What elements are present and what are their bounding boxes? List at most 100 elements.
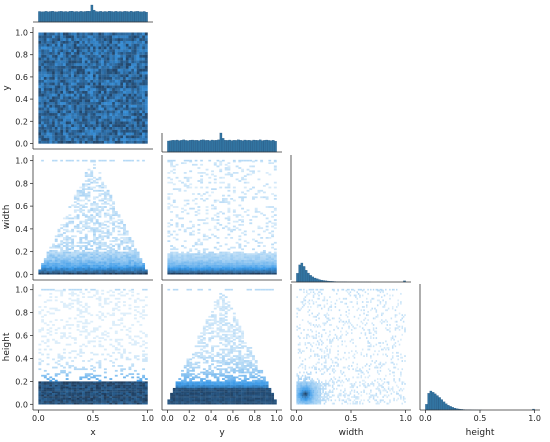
heat-cell (93, 196, 96, 199)
heat-cell (112, 159, 115, 162)
heat-cell (208, 266, 212, 269)
heat-cell (87, 140, 91, 144)
heat-cell (73, 68, 77, 72)
hist-bar-y (195, 140, 199, 153)
heat-cell (46, 124, 50, 128)
heat-cell (73, 225, 77, 228)
heat-cell (172, 165, 176, 168)
heat-cell (103, 112, 107, 116)
heat-cell (98, 46, 102, 50)
heat-cell (131, 76, 135, 80)
heat-cell (79, 383, 83, 385)
heat-cell (98, 199, 102, 202)
heat-cell (175, 259, 179, 262)
heat-cell (139, 401, 143, 403)
heat-cell (114, 85, 118, 89)
heat-cell (142, 271, 146, 273)
heat-cell (183, 381, 187, 384)
heat-cell (139, 271, 143, 273)
heat-cell (117, 253, 121, 256)
heat-cell (103, 214, 107, 217)
heat-cell (46, 263, 50, 265)
heat-cell (62, 392, 66, 395)
heat-cell (131, 397, 135, 400)
heat-cell (68, 135, 72, 139)
heat-cell (65, 240, 69, 243)
heat-cell (178, 401, 182, 403)
heat-cell (139, 264, 143, 267)
heat-cell (38, 402, 42, 405)
heat-cell (252, 263, 255, 265)
heat-cell (103, 241, 107, 244)
heat-cell (109, 327, 113, 330)
heat-cell (68, 394, 72, 397)
heat-cell (170, 402, 174, 405)
heat-cell (90, 288, 93, 291)
heat-cell (43, 49, 47, 53)
heat-cell (144, 126, 148, 130)
heat-cell (186, 253, 190, 256)
heat-cell (114, 288, 118, 291)
heat-cell (38, 93, 42, 97)
heat-cell (84, 180, 88, 182)
heat-cell (120, 99, 124, 103)
heat-cell (95, 266, 99, 269)
heat-cell (222, 181, 225, 184)
heat-cell (120, 338, 124, 341)
heat-cell (205, 259, 209, 262)
heat-cell (43, 374, 47, 377)
heat-cell (87, 93, 91, 97)
heat-cell (112, 202, 115, 205)
heat-cell (71, 217, 75, 220)
heat-cell (123, 65, 126, 69)
heat-cell (232, 246, 236, 249)
heat-cell (71, 121, 75, 125)
heat-cell (191, 271, 195, 273)
heat-cell (172, 267, 176, 270)
heat-cell (65, 387, 69, 390)
heat-cell (57, 259, 61, 262)
heat-cell (227, 167, 231, 169)
heat-cell (90, 383, 94, 385)
heat-cell (128, 246, 132, 249)
heat-cell (103, 256, 107, 259)
heat-cell (235, 172, 239, 174)
heat-cell (46, 401, 50, 403)
heat-cell (208, 254, 212, 257)
heat-cell (90, 188, 94, 191)
heat-cell (114, 35, 118, 39)
heat-cell (273, 186, 277, 189)
heat-cell (175, 224, 179, 226)
heat-cell (62, 245, 66, 247)
heat-cell (60, 104, 64, 108)
heat-cell (205, 261, 209, 264)
heat-cell (262, 191, 266, 194)
heat-cell (82, 376, 85, 379)
heat-cell (109, 207, 113, 210)
heat-cell (87, 57, 91, 61)
hist-bar-x (53, 11, 56, 23)
heat-cell (144, 401, 148, 403)
heat-cell (117, 118, 121, 122)
heat-cell (112, 392, 115, 395)
heat-cell (71, 391, 75, 394)
heat-cell (114, 402, 118, 405)
heat-cell (73, 201, 77, 204)
heat-cell (142, 38, 146, 41)
heat-cell (41, 327, 45, 330)
heat-cell (142, 386, 146, 389)
heat-cell (38, 381, 42, 384)
heat-cell (52, 261, 55, 264)
heat-cell (120, 137, 124, 141)
heat-cell (273, 241, 277, 244)
heat-cell (46, 49, 50, 53)
heat-cell (93, 238, 96, 241)
heat-cell (57, 360, 61, 362)
heat-cell (183, 185, 187, 187)
heat-cell (98, 394, 102, 397)
heat-cell (54, 251, 58, 254)
heat-cell (60, 159, 63, 162)
heat-cell (98, 272, 102, 275)
heat-cell (98, 193, 102, 195)
heat-cell (103, 251, 107, 254)
